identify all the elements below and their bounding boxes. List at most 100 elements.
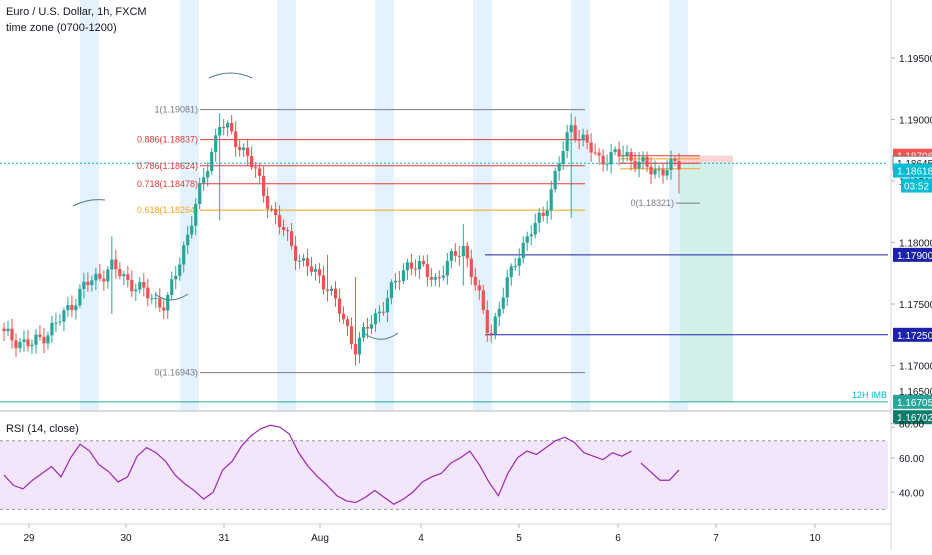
candle-body bbox=[54, 322, 58, 324]
candle-body bbox=[485, 309, 489, 334]
candle-body bbox=[58, 321, 62, 323]
candle-body bbox=[577, 139, 581, 141]
candle-body bbox=[617, 149, 621, 157]
candle-body bbox=[230, 122, 234, 132]
candle-body bbox=[62, 310, 66, 322]
imbalance-label: 12H IMB bbox=[852, 390, 887, 400]
candle-body bbox=[637, 161, 641, 169]
candle-body bbox=[465, 246, 469, 259]
session-band bbox=[80, 0, 99, 410]
rsi-title[interactable]: RSI (14, close) bbox=[6, 423, 79, 435]
price-badge-last-label: 1.18618 bbox=[897, 167, 932, 178]
candle-body bbox=[301, 258, 306, 261]
candle-body bbox=[50, 322, 54, 336]
fib-level-label: 1(1.19081) bbox=[154, 105, 198, 115]
candle-body bbox=[293, 245, 298, 261]
price-axis-label: 1.19500 bbox=[899, 54, 932, 65]
countdown-badge bbox=[901, 178, 932, 193]
candle-body bbox=[142, 282, 146, 288]
candle-body bbox=[317, 269, 322, 276]
candle-body bbox=[214, 135, 218, 152]
candle-body bbox=[285, 230, 290, 232]
candle-body bbox=[477, 285, 481, 291]
candle-body bbox=[166, 294, 170, 311]
price-badge-blue bbox=[893, 327, 932, 342]
candle-body bbox=[645, 156, 649, 167]
session-band bbox=[277, 0, 296, 410]
swing-annotation-arc bbox=[364, 332, 399, 340]
candle-body bbox=[613, 149, 617, 153]
price-axis-label: 1.17500 bbox=[899, 300, 932, 311]
session-band bbox=[180, 0, 199, 410]
candle-body bbox=[541, 212, 545, 216]
position-target-zone bbox=[680, 163, 733, 402]
candle-body bbox=[98, 273, 102, 279]
candle-body bbox=[198, 183, 202, 204]
candle-body bbox=[525, 236, 529, 243]
candle-body bbox=[629, 152, 633, 161]
candle-body bbox=[194, 203, 198, 226]
fib-level-label: 0.786(1.18624) bbox=[137, 161, 198, 171]
candle-body bbox=[369, 324, 374, 329]
candle-body bbox=[677, 161, 681, 170]
candle-body bbox=[114, 259, 118, 270]
candle-body bbox=[321, 275, 326, 290]
candle-body bbox=[445, 260, 449, 276]
candle-body bbox=[170, 279, 174, 295]
candle-body bbox=[238, 147, 242, 151]
candle-body bbox=[521, 242, 525, 259]
candle-body bbox=[258, 168, 262, 176]
candle-body bbox=[70, 305, 74, 311]
candle-body bbox=[210, 151, 214, 172]
candle-body bbox=[353, 344, 358, 355]
candle-body bbox=[513, 266, 517, 268]
session-band bbox=[473, 0, 492, 410]
candle-body bbox=[397, 280, 402, 282]
candle-body bbox=[226, 122, 230, 128]
candle-body bbox=[657, 169, 661, 171]
candle-body bbox=[14, 340, 18, 349]
price-badge-blue bbox=[893, 247, 932, 262]
candle-body bbox=[82, 281, 86, 289]
candle-body bbox=[669, 158, 673, 171]
candle-body bbox=[517, 258, 521, 267]
candle-body bbox=[673, 158, 677, 162]
swing-annotation-arc bbox=[154, 293, 189, 301]
candle-body bbox=[665, 170, 669, 176]
candle-body bbox=[94, 273, 98, 281]
price-axis-label: 1.16500 bbox=[899, 387, 932, 398]
fib-level-label: 0.886(1.18837) bbox=[137, 135, 198, 145]
candle-body bbox=[34, 334, 38, 345]
small-fib-label: 0(1.18321) bbox=[630, 198, 674, 208]
rsi-axis-label: 80.00 bbox=[899, 420, 924, 431]
time-axis-label: 4 bbox=[418, 533, 424, 544]
candle-body bbox=[553, 171, 557, 190]
candle-body bbox=[246, 147, 250, 156]
symbol-title[interactable]: Euro / U.S. Dollar, 1h, FXCM bbox=[6, 6, 147, 18]
candle-body bbox=[501, 297, 505, 309]
candle-body bbox=[333, 288, 338, 299]
candle-body bbox=[297, 260, 302, 262]
candle-body bbox=[309, 266, 314, 272]
indicator-label[interactable]: time zone (0700-1200) bbox=[6, 22, 117, 34]
candle-body bbox=[437, 277, 441, 279]
candle-body bbox=[22, 339, 26, 342]
candle-body bbox=[74, 305, 78, 311]
candle-body bbox=[377, 311, 382, 314]
candle-body bbox=[42, 336, 46, 344]
candle-body bbox=[118, 269, 122, 277]
candle-body bbox=[150, 298, 154, 300]
candle-body bbox=[405, 262, 410, 271]
candle-body bbox=[206, 171, 210, 178]
price-axis-label: 1.19000 bbox=[899, 116, 932, 127]
candle-body bbox=[457, 255, 461, 257]
session-band bbox=[571, 0, 590, 410]
candle-body bbox=[561, 151, 565, 164]
candle-body bbox=[178, 264, 182, 276]
candle-body bbox=[493, 316, 497, 335]
candle-body bbox=[421, 260, 425, 265]
price-badge-imb bbox=[893, 394, 932, 409]
time-axis-label: 7 bbox=[713, 533, 719, 544]
